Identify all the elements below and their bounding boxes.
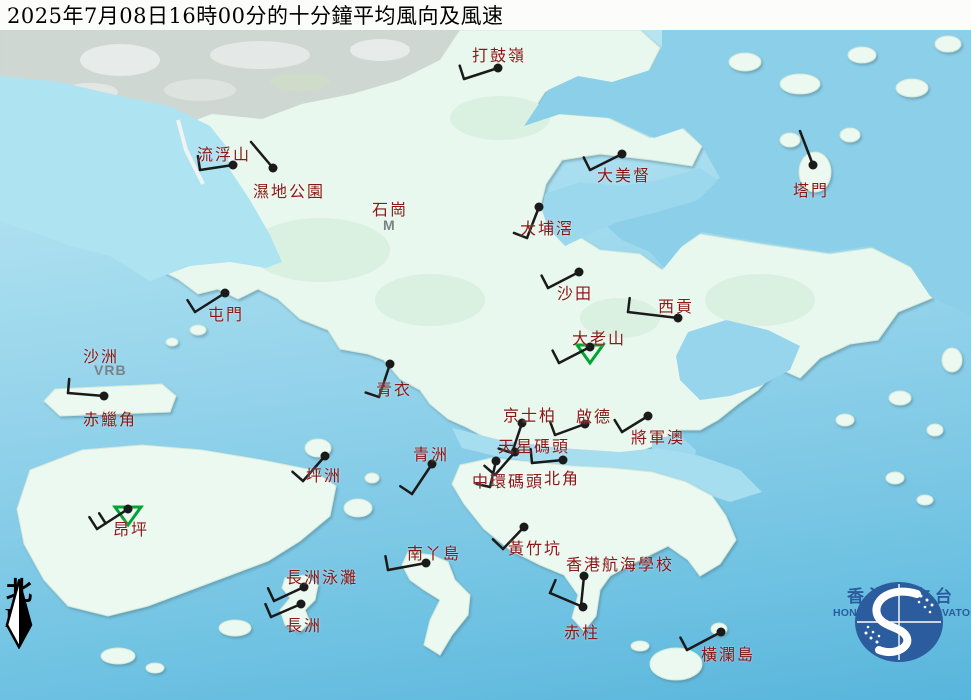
island-brothers-1 <box>189 324 207 336</box>
water-mirs-bay <box>524 30 971 316</box>
island-brothers-2 <box>165 337 179 347</box>
island-ninepin-2 <box>916 494 934 506</box>
north-arrow-icon <box>5 579 33 649</box>
north-compass: 北 N <box>4 579 44 649</box>
land-hong-kong-island <box>451 457 737 632</box>
island-double-haven-4 <box>895 78 929 98</box>
island-double-haven-1 <box>728 52 762 72</box>
island-po-toi <box>649 647 703 681</box>
island-double-haven-3 <box>847 46 877 64</box>
island-shek-kwu-chau <box>218 619 252 637</box>
land-cheung-chau <box>279 574 319 633</box>
land-lantau-island <box>16 444 337 617</box>
island-ninepin-1 <box>885 471 905 485</box>
map-title: 2025年7月08日16時00分的十分鐘平均風向及風速 <box>7 4 504 28</box>
land-airport-chek-lap-kok <box>43 383 177 417</box>
shenzhen-bay-bridge <box>176 119 205 185</box>
island-kau-yi-chau <box>364 472 380 484</box>
island-grass <box>779 132 801 148</box>
island-ne-2 <box>888 390 912 406</box>
island-soko-1 <box>100 647 136 665</box>
island-se-small <box>630 640 650 652</box>
island-double-haven-2 <box>779 73 821 95</box>
island-ne-1 <box>941 347 963 373</box>
island-peng-chau <box>304 438 332 458</box>
title-bar: 2025年7月08日16時00分的十分鐘平均風向及風速 <box>0 0 971 30</box>
hko-logo-icon <box>855 582 943 662</box>
island-tap-mun <box>798 151 832 193</box>
island-hei-ling-chau <box>343 498 373 518</box>
land-lamma-island <box>401 551 471 656</box>
water-tolo-harbour <box>542 168 718 246</box>
island-port-island <box>839 127 861 143</box>
hko-logo: 香港天文台 HONG KONG OBSERVATORY <box>833 580 971 662</box>
island-ne-3 <box>926 423 944 437</box>
water-deep-bay <box>0 76 282 281</box>
water-port-shelter <box>676 320 800 400</box>
island-waglan <box>710 622 728 636</box>
island-double-haven-5 <box>934 35 962 53</box>
island-soko-2 <box>145 662 165 674</box>
island-town <box>835 413 855 427</box>
